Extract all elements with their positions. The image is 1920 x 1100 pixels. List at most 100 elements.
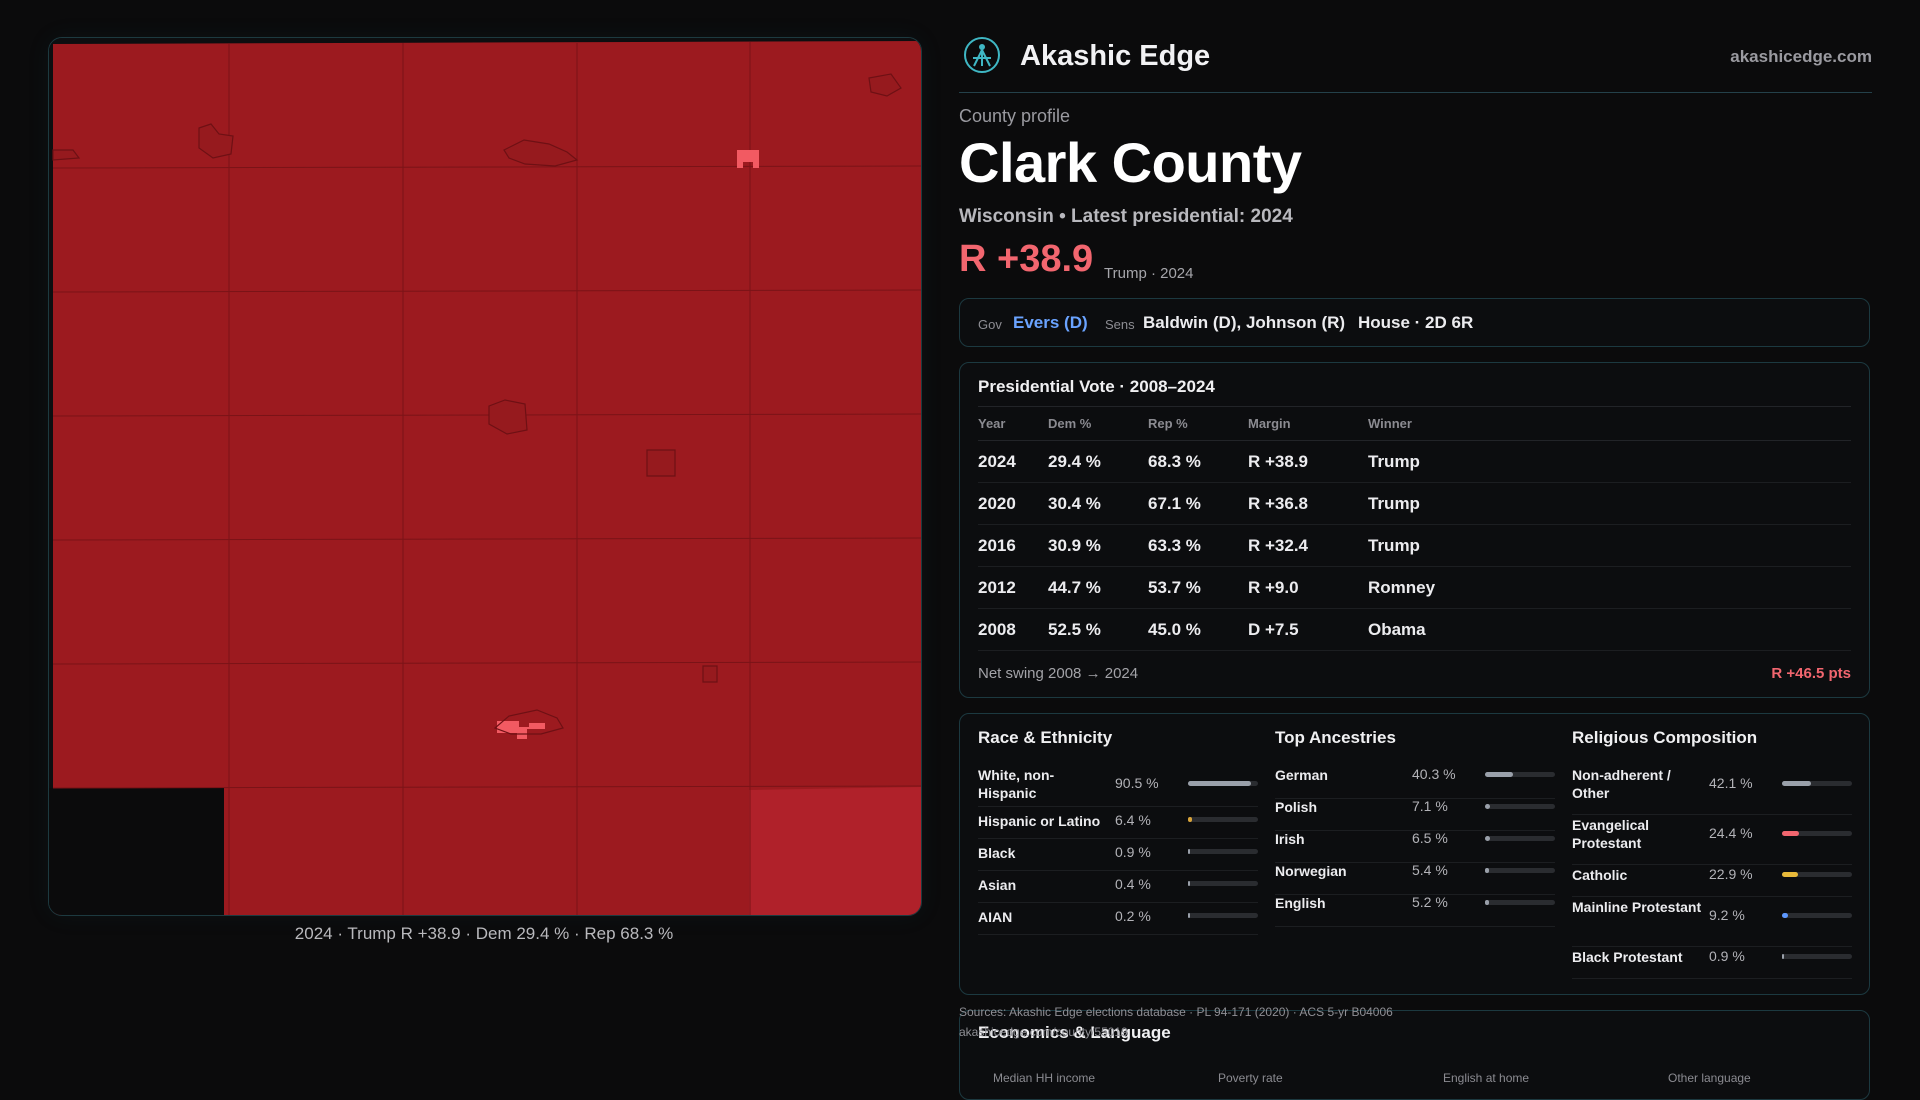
- city-patch-north: [737, 150, 759, 168]
- demo-bar-track: [1782, 872, 1852, 877]
- margin-cell: R +38.9: [1248, 440, 1368, 483]
- demo-label: English: [1275, 895, 1326, 911]
- brand-name: Akashic Edge: [1020, 40, 1211, 72]
- demo-row: White, non-Hispanic 90.5 %: [978, 766, 1258, 807]
- col-winner[interactable]: Winner: [1368, 406, 1851, 441]
- demo-bar-fill: [1782, 954, 1784, 959]
- margin-cell: R +9.0: [1248, 566, 1368, 609]
- demo-bar-track: [1782, 831, 1852, 836]
- demo-value: 0.4 %: [1115, 876, 1151, 892]
- county-map[interactable]: [48, 37, 922, 916]
- demo-label: German: [1275, 767, 1328, 783]
- col-margin[interactable]: Margin: [1248, 406, 1368, 441]
- demo-row: Polish 7.1 %: [1275, 798, 1555, 831]
- winner-cell: Trump: [1368, 524, 1851, 567]
- brand-site-link[interactable]: akashicedge.com: [1730, 47, 1872, 66]
- demo-bar-track: [1782, 954, 1852, 959]
- economics-card: Economics & Language Median HH income Po…: [959, 1010, 1870, 1100]
- demo-value: 24.4 %: [1709, 825, 1753, 841]
- demo-bar-fill: [1485, 772, 1514, 777]
- county-shape: [53, 41, 921, 915]
- table-row: 2008 52.5 % 45.0 % D +7.5 Obama: [978, 608, 1851, 651]
- demo-row: German 40.3 %: [1275, 766, 1555, 799]
- col-dem[interactable]: Dem %: [1048, 406, 1148, 441]
- table-row: 2024 29.4 % 68.3 % R +38.9 Trump: [978, 440, 1851, 483]
- demo-bar-track: [1782, 781, 1852, 786]
- winner-cell: Romney: [1368, 566, 1851, 609]
- margin-cell: R +36.8: [1248, 482, 1368, 525]
- demo-row: Black 0.9 %: [978, 838, 1258, 871]
- econ-header-income: Median HH income: [993, 1071, 1096, 1085]
- demo-value: 5.2 %: [1412, 894, 1448, 910]
- demo-row: Catholic 22.9 %: [1572, 866, 1852, 897]
- margin-cell: D +7.5: [1248, 608, 1368, 651]
- demo-row: Irish 6.5 %: [1275, 830, 1555, 863]
- page-eyebrow: County profile: [959, 106, 1071, 126]
- sens-value: Baldwin (D), Johnson (R): [1143, 313, 1346, 332]
- demographics-card: Race & Ethnicity White, non-Hispanic 90.5…: [959, 713, 1870, 995]
- table-row: 2016 30.9 % 63.3 % R +32.4 Trump: [978, 524, 1851, 567]
- demo-bar-track: [1188, 913, 1258, 918]
- demo-value: 5.4 %: [1412, 862, 1448, 878]
- presidential-vote-card: Presidential Vote · 2008–2024 Year Dem %…: [959, 362, 1870, 698]
- dem-cell: 30.4 %: [1048, 482, 1148, 525]
- demo-value: 0.2 %: [1115, 908, 1151, 924]
- col-rep[interactable]: Rep %: [1148, 406, 1248, 441]
- demo-bar-fill: [1782, 872, 1799, 877]
- demo-row: AIAN 0.2 %: [978, 902, 1258, 935]
- officials-strip: Gov Evers (D) Sens Baldwin (D), Johnson …: [959, 298, 1870, 347]
- demo-row: Asian 0.4 %: [978, 870, 1258, 903]
- map-empty-corner: [49, 788, 224, 915]
- house-delegation: House · 2D 6R: [1358, 313, 1474, 332]
- gov-value[interactable]: Evers (D): [1013, 313, 1088, 332]
- demo-row: Norwegian 5.4 %: [1275, 862, 1555, 895]
- demo-row: Hispanic or Latino 6.4 %: [978, 806, 1258, 839]
- demo-value: 0.9 %: [1709, 948, 1745, 964]
- net-swing-row: Net swing 2008 → 2024 R +46.5 pts: [978, 665, 1851, 682]
- dem-cell: 52.5 %: [1048, 608, 1148, 651]
- demo-value: 22.9 %: [1709, 866, 1753, 882]
- race-title: Race & Ethnicity: [978, 728, 1113, 747]
- demo-bar-fill: [1188, 849, 1190, 854]
- table-row: 2020 30.4 % 67.1 % R +36.8 Trump: [978, 482, 1851, 525]
- akashic-edge-logo-icon: [964, 37, 1000, 73]
- demo-bar-fill: [1485, 836, 1490, 841]
- winner-cell: Obama: [1368, 608, 1851, 651]
- demo-label: Polish: [1275, 799, 1318, 815]
- religion-title: Religious Composition: [1572, 728, 1758, 747]
- demo-label: Catholic: [1572, 867, 1628, 883]
- votes-table: Year Dem % Rep % Margin Winner 2024 29.4…: [978, 406, 1851, 651]
- sens-label: Sens: [1105, 317, 1135, 332]
- demo-row: Evangelical Protestant 24.4 %: [1572, 816, 1852, 865]
- demo-label: Irish: [1275, 831, 1305, 847]
- demo-bar-track: [1188, 781, 1258, 786]
- demo-bar-fill: [1188, 881, 1190, 886]
- demo-value: 6.4 %: [1115, 812, 1151, 828]
- rep-cell: 68.3 %: [1148, 440, 1248, 483]
- demo-bar-track: [1485, 772, 1555, 777]
- econ-header-poverty: Poverty rate: [1218, 1071, 1283, 1085]
- sources-site-line: akashicedge.com/county/55019: [959, 1025, 1128, 1039]
- demo-bar-track: [1485, 804, 1555, 809]
- county-map-svg: [49, 38, 921, 915]
- ancestry-title: Top Ancestries: [1275, 728, 1396, 747]
- winner-cell: Trump: [1368, 482, 1851, 525]
- rep-cell: 67.1 %: [1148, 482, 1248, 525]
- demo-bar-fill: [1188, 781, 1252, 786]
- demo-bar-track: [1485, 836, 1555, 841]
- demo-bar-fill: [1485, 868, 1489, 873]
- demo-label: Evangelical Protestant: [1572, 817, 1650, 851]
- col-year[interactable]: Year: [978, 406, 1048, 441]
- demo-row: Mainline Protestant 9.2 %: [1572, 898, 1852, 947]
- page-subtitle: Wisconsin • Latest presidential: 2024: [959, 206, 1293, 227]
- town-outline-south: [493, 709, 564, 735]
- econ-header-english: English at home: [1443, 1071, 1530, 1085]
- rep-cell: 63.3 %: [1148, 524, 1248, 567]
- dem-cell: 29.4 %: [1048, 440, 1148, 483]
- demo-bar-fill: [1782, 913, 1789, 918]
- winner-cell: Trump: [1368, 440, 1851, 483]
- demo-value: 6.5 %: [1412, 830, 1448, 846]
- demo-value: 40.3 %: [1412, 766, 1456, 782]
- demo-label: Black: [978, 845, 1016, 861]
- demo-label: White, non-Hispanic: [978, 767, 1055, 801]
